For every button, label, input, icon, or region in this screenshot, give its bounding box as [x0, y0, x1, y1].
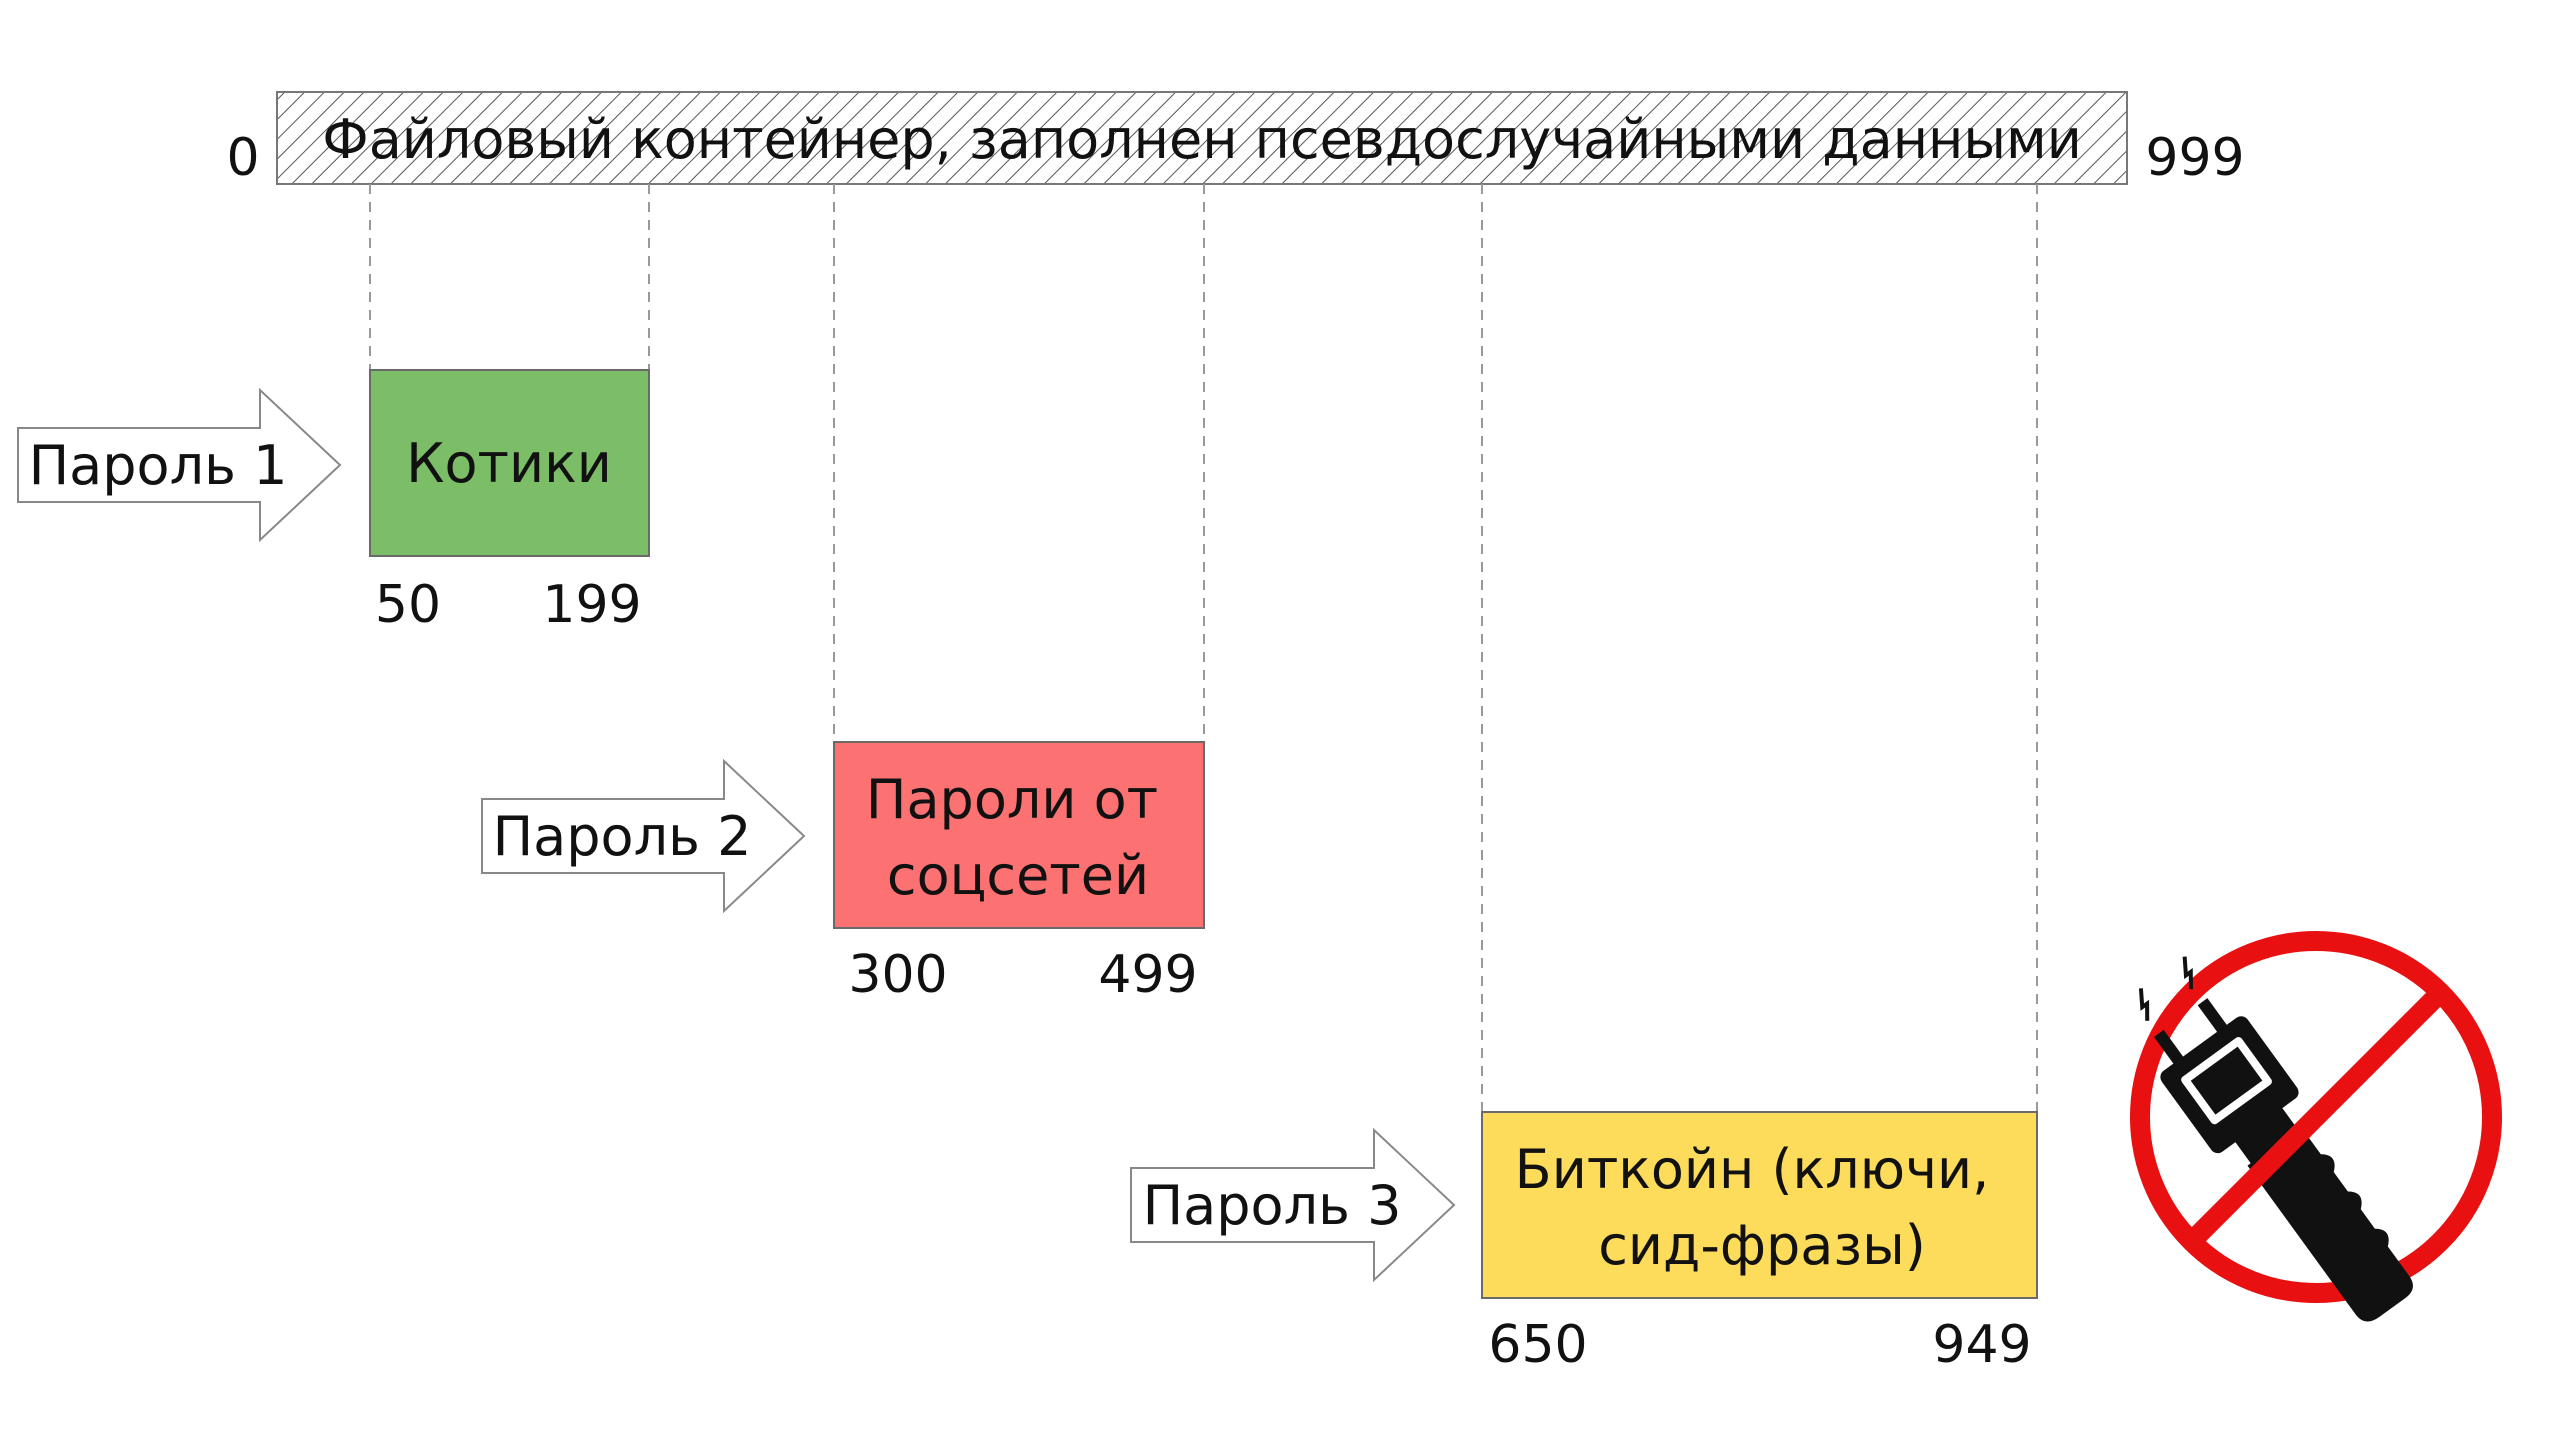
container-start-offset: 0: [226, 128, 259, 188]
segment-3: Пароль 3 Биткойн (ключи, сид-фразы) 650 …: [1130, 1111, 2038, 1375]
segment-3-text-line-1: Биткойн (ключи,: [1515, 1138, 1990, 1201]
stun-gun-icon: [2138, 956, 2413, 1322]
file-container: Файловый контейнер, заполнен псевдослуча…: [226, 91, 2245, 188]
segment-3-start-offset: 650: [1488, 1315, 1587, 1375]
segment-3-end-offset: 949: [1932, 1315, 2031, 1375]
guide-lines: [369, 184, 2038, 1112]
password-3-arrow: [1130, 1127, 1456, 1283]
container-bar: [276, 91, 2128, 185]
segment-2: Пароль 2 Пароли от соцсетей 300 499: [481, 741, 1205, 1005]
segment-1-text: Котики: [406, 432, 612, 495]
container-end-offset: 999: [2145, 128, 2244, 188]
segment-2-end-offset: 499: [1098, 945, 1197, 1005]
segment-3-box: [1481, 1111, 2038, 1299]
segment-1-end-offset: 199: [542, 575, 641, 635]
segment-1: Пароль 1 Котики 50 199: [17, 369, 650, 635]
password-1-arrow: [17, 387, 342, 543]
password-3-label: Пароль 3: [1143, 1174, 1402, 1237]
segment-3-text-line-2: сид-фразы): [1598, 1214, 1926, 1277]
segment-2-text-line-2: соцсетей: [887, 844, 1149, 907]
segment-2-start-offset: 300: [848, 945, 947, 1005]
no-stun-gun-icon: [2130, 931, 2502, 1322]
container-label: Файловый контейнер, заполнен псевдослуча…: [322, 108, 2082, 171]
password-2-label: Пароль 2: [493, 805, 752, 868]
segment-1-start-offset: 50: [375, 575, 441, 635]
segment-2-text-line-1: Пароли от: [866, 768, 1158, 831]
password-2-arrow: [481, 758, 806, 914]
segment-1-box: [369, 369, 650, 557]
segment-2-box: [833, 741, 1205, 929]
password-1-label: Пароль 1: [29, 434, 288, 497]
prohibition-slash: [2184, 985, 2448, 1249]
